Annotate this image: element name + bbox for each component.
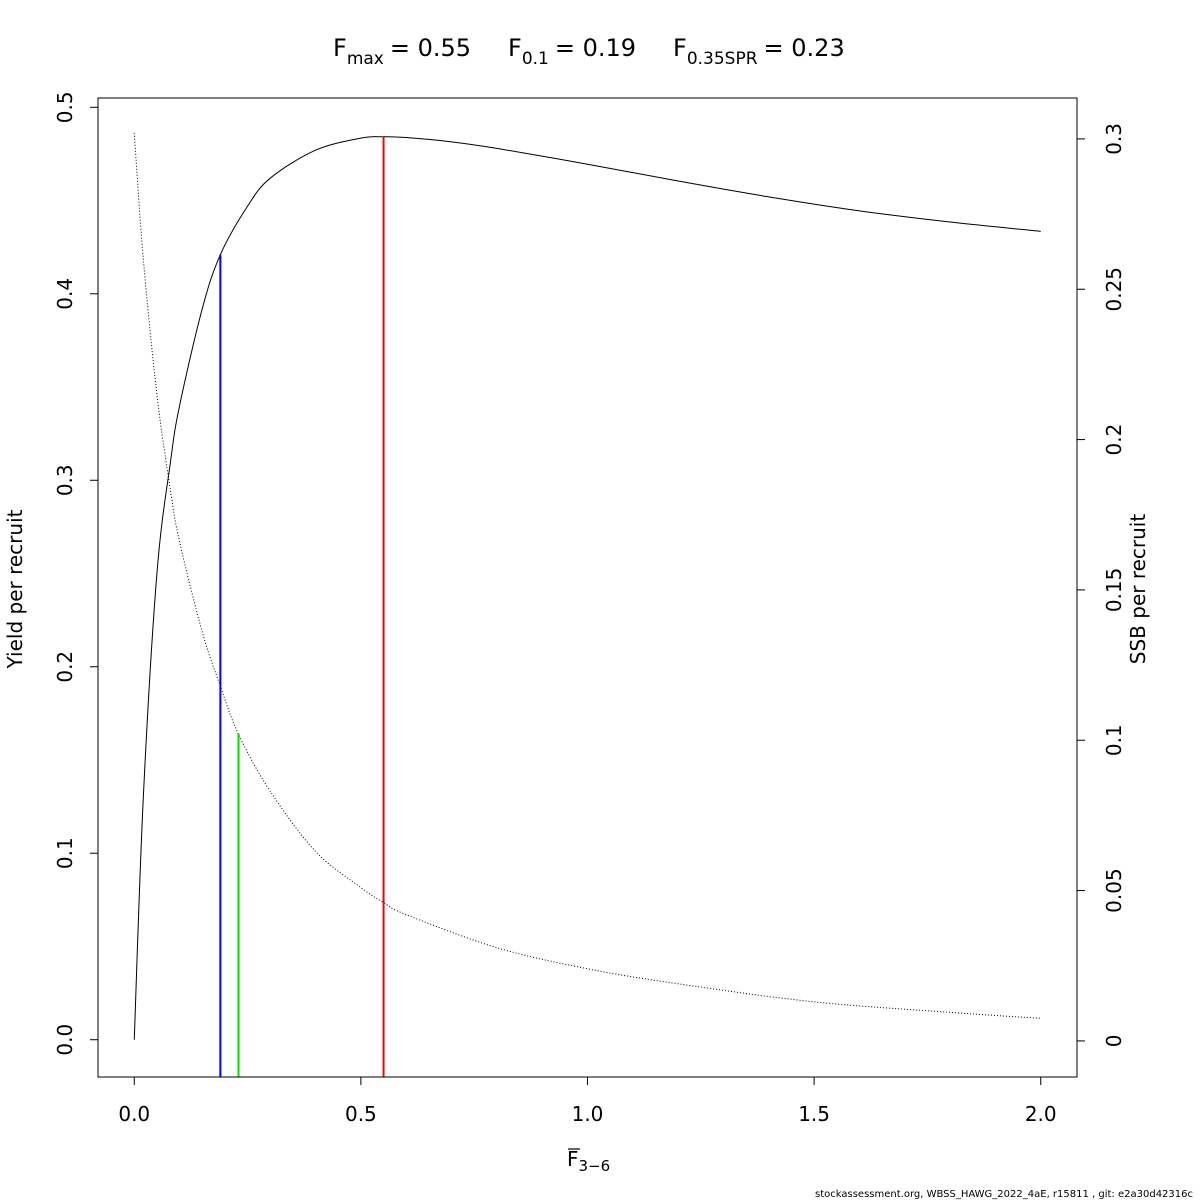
- chart-axes: 0.0 0.5 1.0 1.5 2.0 0.0 0.1 0.2 0.3 0.4 0.5 0 0.05 0.…: [53, 91, 1126, 1126]
- x-tick-label: 0.0: [118, 1102, 150, 1126]
- title-fmax: Fmax = 0.55: [333, 34, 471, 69]
- y-tick-label: 0.2: [53, 651, 77, 683]
- y2-tick-label: 0.25: [1102, 267, 1126, 312]
- y2-tick-label: 0.1: [1102, 724, 1126, 756]
- x-axis-label: F3−6: [567, 1147, 610, 1175]
- ssb-per-recruit-line: [133, 132, 1041, 1019]
- yield-per-recruit-line: [133, 136, 1041, 1040]
- x-tick-label: 1.0: [572, 1102, 604, 1126]
- y-axis-label: Yield per recruit: [3, 509, 27, 669]
- y-tick-label: 0.1: [53, 837, 77, 869]
- y2-tick-label: 0.3: [1102, 123, 1126, 155]
- title-f01: F0.1 = 0.19: [508, 34, 636, 69]
- y-tick-label: 0.0: [53, 1024, 77, 1056]
- y2-axis-label: SSB per recruit: [1126, 514, 1150, 665]
- y2-tick-label: 0.2: [1102, 424, 1126, 456]
- x-tick-label: 0.5: [345, 1102, 377, 1126]
- plot-frame: [97, 97, 1078, 1078]
- y-tick-label: 0.4: [53, 278, 77, 310]
- x-tick-label: 2.0: [1025, 1102, 1057, 1126]
- chart-marks: [133, 132, 1041, 1077]
- x-tick-label: 1.5: [798, 1102, 830, 1126]
- y-tick-label: 0.3: [53, 464, 77, 496]
- y2-tick-label: 0: [1102, 1035, 1126, 1048]
- y2-tick-label: 0.05: [1102, 868, 1126, 913]
- title-f035spr: F0.35SPR = 0.23: [673, 34, 845, 69]
- y-tick-label: 0.5: [53, 91, 77, 123]
- svg-text:F3−6: F3−6: [567, 1147, 610, 1175]
- footer-text: stockassessment.org, WBSS_HAWG_2022_4aE,…: [815, 1189, 1193, 1200]
- y2-tick-label: 0.15: [1102, 568, 1126, 613]
